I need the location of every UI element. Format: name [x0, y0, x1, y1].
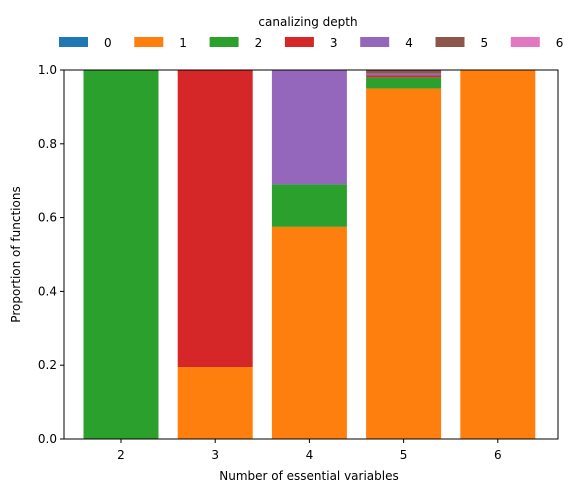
legend-swatch-2 [209, 37, 239, 47]
bar-5-depth-2 [366, 77, 442, 89]
y-tick-label-0.2: 0.2 [38, 358, 57, 372]
legend-swatch-0 [59, 37, 88, 47]
legend-swatch-5 [435, 37, 465, 47]
legend: 0 1 2 3 4 5 6 [59, 36, 563, 50]
bar-4-depth-1 [271, 226, 347, 439]
plot-frame [63, 69, 559, 440]
bar-3-depth-3 [177, 70, 253, 368]
legend-label-1: 1 [179, 36, 187, 50]
legend-swatch-3 [284, 37, 314, 47]
x-tick-label-4: 4 [306, 448, 314, 462]
bar-4-depth-2 [271, 184, 347, 227]
legend-label-0: 0 [104, 36, 112, 50]
bar-5-depth-4 [366, 73, 442, 76]
y-tick-label-0.8: 0.8 [38, 137, 57, 151]
bar-5-depth-3 [366, 75, 442, 78]
x-tick-label-3: 3 [211, 448, 219, 462]
x-tick-label-5: 5 [400, 448, 408, 462]
y-tick-label-1.0: 1.0 [38, 63, 57, 77]
legend-label-4: 4 [405, 36, 413, 50]
bar-6-depth-1 [460, 70, 536, 439]
bar-3-depth-1 [177, 367, 253, 439]
legend-swatch-4 [360, 37, 390, 47]
legend-label-2: 2 [255, 36, 263, 50]
x-axis: 2 3 4 5 6 [117, 439, 502, 462]
bar-5-depth-5 [366, 70, 442, 74]
legend-swatch-6 [510, 37, 540, 47]
y-axis-label: Proportion of functions [9, 186, 23, 322]
legend-label-5: 5 [481, 36, 489, 50]
y-tick-label-0.0: 0.0 [38, 432, 57, 446]
y-tick-label-0.4: 0.4 [38, 284, 57, 298]
bar-4-depth-4 [271, 70, 347, 185]
legend-label-6: 6 [556, 36, 564, 50]
legend-swatch-1 [134, 37, 164, 47]
x-axis-label: Number of essential variables [219, 469, 398, 483]
x-tick-label-2: 2 [117, 448, 125, 462]
legend-title: canalizing depth [258, 15, 357, 29]
legend-label-3: 3 [330, 36, 338, 50]
y-axis: 0.0 0.2 0.4 0.6 0.8 1.0 [38, 63, 64, 446]
x-tick-label-6: 6 [494, 448, 502, 462]
bar-2-depth-2 [83, 70, 159, 439]
y-tick-label-0.6: 0.6 [38, 211, 57, 225]
bars [83, 70, 536, 439]
bar-5-depth-1 [366, 88, 442, 439]
